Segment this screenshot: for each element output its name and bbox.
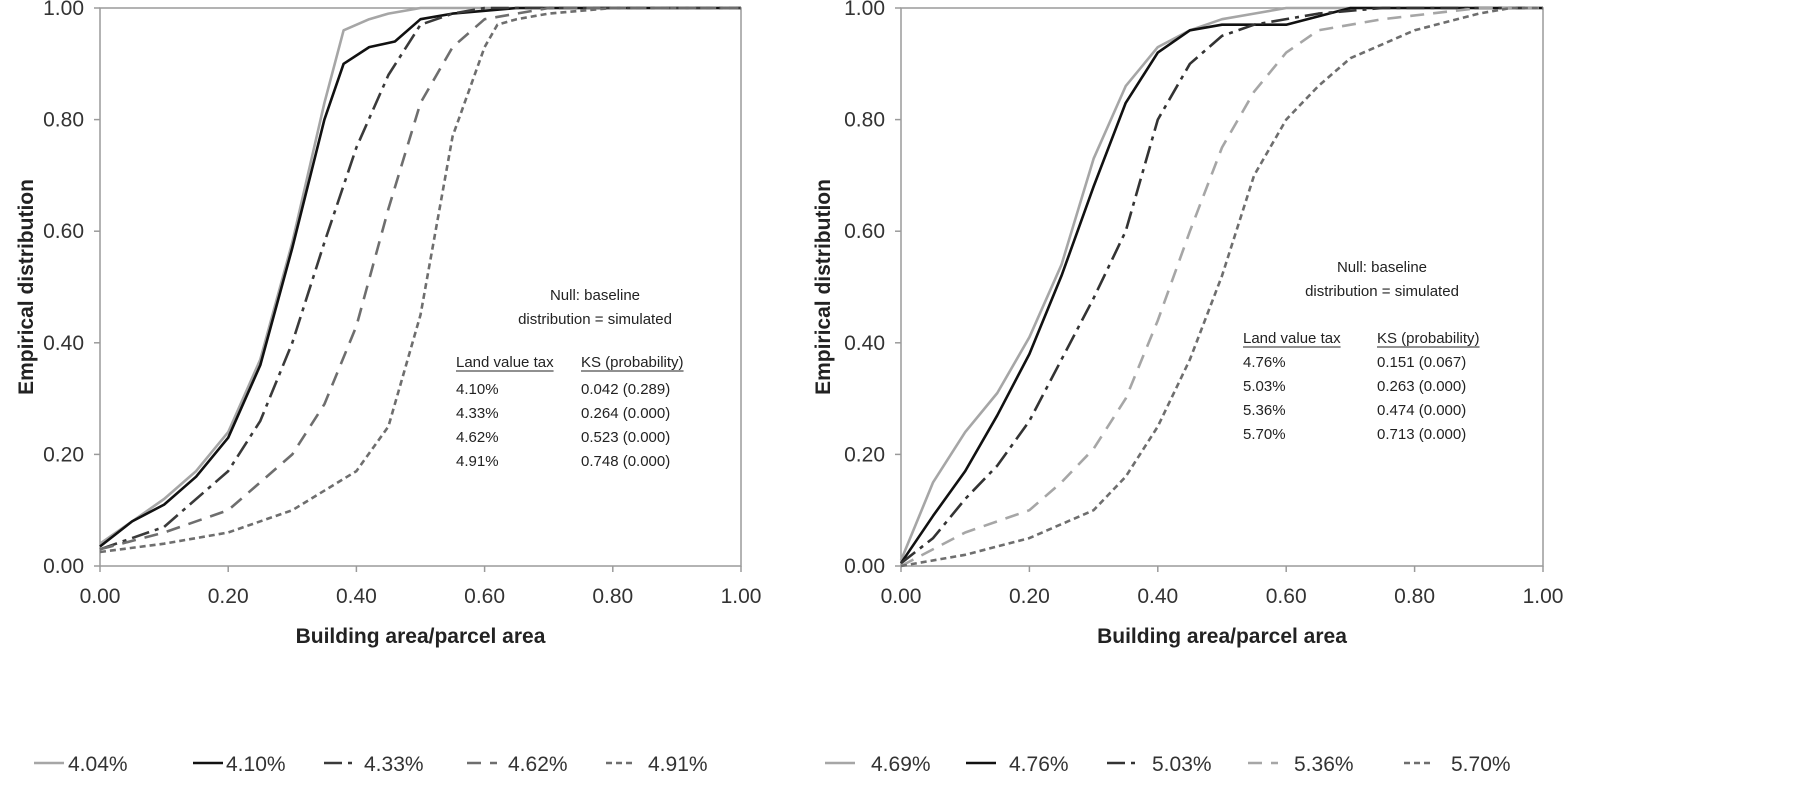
chart-panel-1: 0.00 0.20 0.40 0.60 0.80 1.00 0.00 0.20 0.40 0.60… — [15, 0, 761, 776]
chart-panel-2: 0.00 0.20 0.40 0.60 0.80 1.00 0.00 0.20 0.40 0.60… — [812, 0, 1563, 776]
series-line-4.69% — [899, 6, 1543, 561]
ks-table-header-ks: KS (probability) — [1377, 330, 1480, 347]
legend-label: 5.36% — [1294, 753, 1354, 776]
ks-table-ks-value: 0.713 (0.000) — [1377, 426, 1466, 443]
ks-table-tax-value: 4.76% — [1243, 354, 1286, 371]
y-tick-label: 0.20 — [43, 443, 84, 466]
plot-frame — [99, 7, 742, 567]
x-tick-label: 0.00 — [80, 585, 121, 608]
x-axis-title: Building area/parcel area — [1097, 625, 1347, 648]
y-tick-label: 1.00 — [43, 0, 84, 20]
x-axis-title: Building area/parcel area — [296, 625, 546, 648]
series-line-4.10% — [99, 6, 741, 548]
series-line-4.62% — [99, 6, 741, 551]
legend-label: 5.70% — [1451, 753, 1511, 776]
y-tick-label: 0.00 — [43, 555, 84, 578]
y-tick-label: 0.60 — [844, 220, 885, 243]
y-tick-label: 0.40 — [844, 332, 885, 355]
legend-label: 4.33% — [364, 753, 424, 776]
ks-table-tax-value: 5.36% — [1243, 402, 1286, 419]
legend-label: 4.69% — [871, 753, 931, 776]
x-tick-label: 0.40 — [1137, 585, 1178, 608]
x-tick-label: 0.60 — [1266, 585, 1307, 608]
ks-table-tax-value: 4.62% — [456, 429, 499, 446]
y-tick-label: 0.00 — [844, 555, 885, 578]
series-line-4.76% — [899, 6, 1543, 564]
ks-table-tax-value: 5.03% — [1243, 378, 1286, 395]
legend-label: 4.04% — [68, 753, 128, 776]
x-tick-label: 1.00 — [721, 585, 762, 608]
ks-table-tax-value: 4.33% — [456, 405, 499, 422]
series-line-5.03% — [900, 6, 1543, 565]
ks-table-header-tax: Land value tax — [1243, 330, 1341, 347]
ks-table-ks-value: 0.474 (0.000) — [1377, 402, 1466, 419]
null-hypothesis-line-2: distribution = simulated — [1305, 283, 1459, 300]
series-line-4.04% — [99, 6, 741, 545]
y-tick-label: 0.20 — [844, 443, 885, 466]
series-line-4.33% — [99, 6, 741, 551]
ks-table-tax-value: 4.10% — [456, 381, 499, 398]
ks-table-ks-value: 0.264 (0.000) — [581, 405, 670, 422]
ks-table-ks-value: 0.748 (0.000) — [581, 453, 670, 470]
y-tick-label: 0.60 — [43, 220, 84, 243]
x-tick-label: 0.80 — [592, 585, 633, 608]
legend-label: 4.62% — [508, 753, 568, 776]
y-tick-label: 0.40 — [43, 332, 84, 355]
series-line-5.70% — [900, 6, 1543, 568]
legend-label: 4.10% — [226, 753, 286, 776]
y-axis-title: Empirical distribution — [812, 179, 835, 395]
x-tick-label: 0.60 — [464, 585, 505, 608]
y-tick-label: 1.00 — [844, 0, 885, 20]
null-hypothesis-line-1: Null: baseline — [550, 287, 640, 304]
ks-table-header-ks: KS (probability) — [581, 354, 684, 371]
x-tick-label: 0.00 — [881, 585, 922, 608]
plot-frame — [900, 7, 1544, 567]
x-tick-label: 0.20 — [1009, 585, 1050, 608]
legend-label: 5.03% — [1152, 753, 1212, 776]
series-line-5.36% — [900, 6, 1543, 568]
ks-table-ks-value: 0.523 (0.000) — [581, 429, 670, 446]
ks-table-tax-value: 4.91% — [456, 453, 499, 470]
ks-table-ks-value: 0.151 (0.067) — [1377, 354, 1466, 371]
x-tick-label: 0.80 — [1394, 585, 1435, 608]
legend-label: 4.91% — [648, 753, 708, 776]
y-tick-label: 0.80 — [43, 109, 84, 132]
ks-table-tax-value: 5.70% — [1243, 426, 1286, 443]
ks-table-ks-value: 0.042 (0.289) — [581, 381, 670, 398]
null-hypothesis-line-1: Null: baseline — [1337, 259, 1427, 276]
x-tick-label: 1.00 — [1523, 585, 1564, 608]
x-tick-label: 0.40 — [336, 585, 377, 608]
y-tick-label: 0.80 — [844, 109, 885, 132]
series-line-4.91% — [99, 6, 741, 554]
ks-table-header-tax: Land value tax — [456, 354, 554, 371]
ks-table-ks-value: 0.263 (0.000) — [1377, 378, 1466, 395]
y-axis-title: Empirical distribution — [15, 179, 38, 395]
null-hypothesis-line-2: distribution = simulated — [518, 311, 672, 328]
x-tick-label: 0.20 — [208, 585, 249, 608]
legend-label: 4.76% — [1009, 753, 1069, 776]
